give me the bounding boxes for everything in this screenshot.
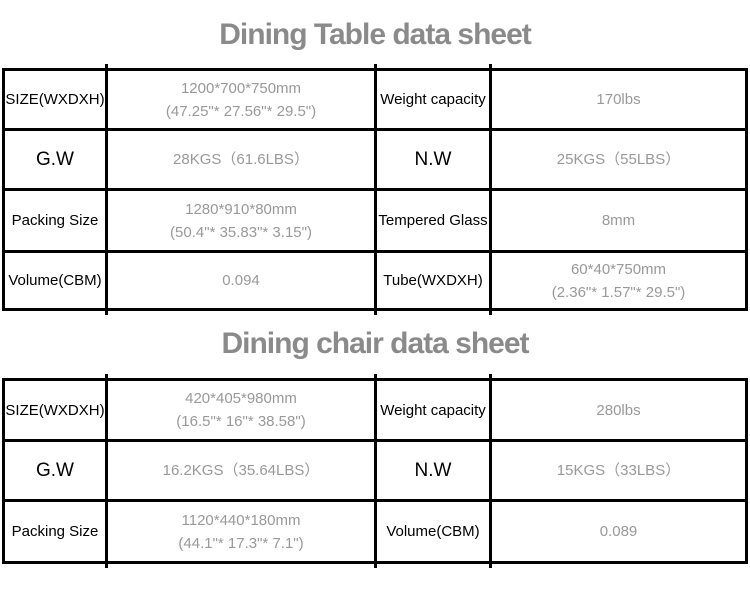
spec-label-size: SIZE(WXDXH) xyxy=(5,381,105,439)
dining-chair-title: Dining chair data sheet xyxy=(221,327,529,360)
border-stub xyxy=(489,374,492,379)
border-stub xyxy=(489,64,492,69)
border-stub xyxy=(374,310,377,315)
spec-value-tube: 60*40*750mm (2.36"* 1.57"* 29.5") xyxy=(492,253,745,308)
spec-value-packing-size: 1120*440*180mm (44.1"* 17.3"* 7.1") xyxy=(108,502,374,561)
spec-value-size: 420*405*980mm (16.5"* 16"* 38.58") xyxy=(108,381,374,439)
spec-value-weight-capacity: 280lbs xyxy=(492,381,745,439)
spec-label-volume: Volume(CBM) xyxy=(377,502,489,561)
spec-value-weight-capacity: 170lbs xyxy=(492,71,745,128)
spec-value-gw: 28KGS（61.6LBS） xyxy=(108,131,374,188)
spec-label-weight-capacity: Weight capacity xyxy=(377,71,489,128)
spec-value-size: 1200*700*750mm (47.25"* 27.56"* 29.5") xyxy=(108,71,374,128)
border-stub xyxy=(105,64,108,69)
spec-label-tube: Tube(WXDXH) xyxy=(377,253,489,308)
spec-value-volume: 0.094 xyxy=(108,253,374,308)
spec-label-nw: N.W xyxy=(377,442,489,499)
spec-value-tempered-glass: 8mm xyxy=(492,191,745,250)
border-stub xyxy=(105,310,108,315)
border-stub xyxy=(105,563,108,568)
spec-label-volume: Volume(CBM) xyxy=(5,253,105,308)
spec-label-gw: G.W xyxy=(5,131,105,188)
spec-label-nw: N.W xyxy=(377,131,489,188)
spec-label-tempered-glass: Tempered Glass xyxy=(377,191,489,250)
spec-label-gw: G.W xyxy=(5,442,105,499)
spec-value-packing-size: 1280*910*80mm (50.4"* 35.83"* 3.15") xyxy=(108,191,374,250)
spec-label-packing-size: Packing Size xyxy=(5,191,105,250)
dining-table-spec-table: SIZE(WXDXH) 1200*700*750mm (47.25"* 27.5… xyxy=(2,64,748,315)
border-stub xyxy=(489,310,492,315)
spec-label-packing-size: Packing Size xyxy=(5,502,105,561)
spec-label-weight-capacity: Weight capacity xyxy=(377,381,489,439)
border-stub xyxy=(105,374,108,379)
spec-label-size: SIZE(WXDXH) xyxy=(5,71,105,128)
dining-chair-spec-table: SIZE(WXDXH) 420*405*980mm (16.5"* 16"* 3… xyxy=(2,374,748,568)
spec-value-gw: 16.2KGS（35.64LBS） xyxy=(108,442,374,499)
border-stub xyxy=(374,563,377,568)
border-stub xyxy=(489,563,492,568)
spec-value-nw: 15KGS（33LBS） xyxy=(492,442,745,499)
border-stub xyxy=(374,374,377,379)
border-stub xyxy=(374,64,377,69)
spec-value-nw: 25KGS（55LBS） xyxy=(492,131,745,188)
dining-table-title: Dining Table data sheet xyxy=(219,18,532,51)
spec-value-volume: 0.089 xyxy=(492,502,745,561)
